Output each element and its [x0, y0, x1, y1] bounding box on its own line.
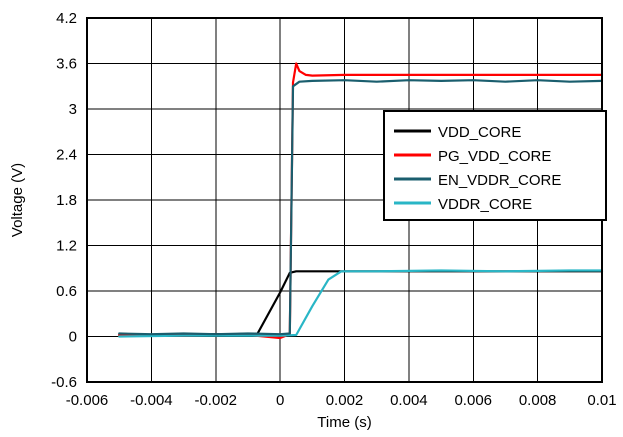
- x-tick-label: 0.008: [519, 392, 557, 409]
- y-tick-label: 0: [69, 329, 77, 346]
- x-tick-label: 0.01: [587, 392, 616, 409]
- series-line-vddr-core: [118, 269, 604, 338]
- x-tick-label: 0.004: [390, 392, 428, 409]
- y-tick-label: 3.6: [56, 56, 77, 73]
- series-group: [118, 62, 604, 340]
- y-tick-label: -0.6: [51, 374, 77, 391]
- y-tick-labels: -0.6 0 0.6 1.2 1.8 2.4 3 3.6 4.2: [51, 10, 77, 391]
- y-tick-label: 1.8: [56, 192, 77, 209]
- x-tick-label: -0.004: [130, 392, 173, 409]
- x-tick-label: 0.002: [326, 392, 364, 409]
- legend-label: VDDR_CORE: [438, 196, 532, 213]
- legend-label: VDD_CORE: [438, 124, 521, 141]
- y-tick-label: 2.4: [56, 147, 77, 164]
- x-tick-label: -0.006: [66, 392, 109, 409]
- legend-label: PG_VDD_CORE: [438, 148, 551, 165]
- x-tick-label: 0.006: [454, 392, 492, 409]
- x-tick-label: 0: [276, 392, 284, 409]
- series-line-vdd-core: [118, 270, 604, 337]
- legend: VDD_CORE PG_VDD_CORE EN_VDDR_CORE VDDR_CORE: [383, 110, 607, 221]
- x-tick-labels: -0.006 -0.004 -0.002 0 0.002 0.004 0.006 0.008 0…: [66, 392, 617, 409]
- legend-label: EN_VDDR_CORE: [438, 172, 561, 189]
- x-tick-label: -0.002: [194, 392, 237, 409]
- x-axis-title: Time (s): [317, 414, 371, 431]
- y-tick-label: 3: [69, 101, 77, 118]
- y-tick-label: 1.2: [56, 238, 77, 255]
- series-line-en-vddr-core: [118, 79, 604, 336]
- y-tick-label: 0.6: [56, 283, 77, 300]
- y-axis-title: Voltage (V): [9, 163, 26, 237]
- y-tick-label: 4.2: [56, 10, 77, 27]
